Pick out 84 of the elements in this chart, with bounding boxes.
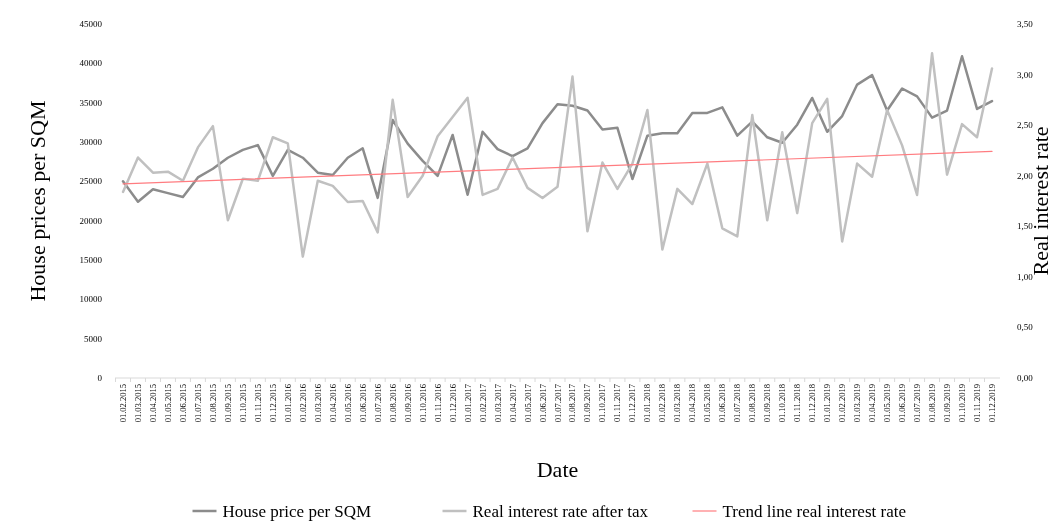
x-tick-label: 01.01.2016 [282,384,293,423]
x-tick-label: 01.09.2015 [222,384,233,423]
x-tick-label: 01.03.2016 [312,384,323,423]
x-tick-label: 01.02.2015 [118,384,128,423]
y-tick-label: 30000 [79,137,103,147]
x-tick-label: 01.11.2016 [432,384,443,422]
y2-tick-label: 2,50 [1017,120,1034,131]
x-tick-label: 01.08.2015 [207,384,218,423]
x-tick-label: 01.12.2017 [627,384,638,423]
x-tick-label: 01.04.2016 [327,384,338,423]
x-tick-label: 01.02.2019 [837,384,848,423]
y2-tick-label: 0,50 [1017,322,1034,333]
x-tick-label: 01.05.2016 [342,384,353,423]
legend-label: House price per SQM [222,502,372,521]
y2-tick-label: 3,00 [1017,69,1034,80]
x-tick-label: 01.08.2016 [387,384,398,423]
x-tick-label: 01.10.2015 [237,384,248,423]
x-tick-label: 01.02.2017 [477,384,488,423]
y-axis-title: House prices per SQM [25,100,50,302]
x-tick-label: 01.06.2015 [177,384,188,423]
x-tick-label: 01.01.2018 [642,384,653,423]
x-tick-label: 01.12.2015 [267,384,278,423]
x-tick-label: 01.12.2016 [447,384,458,423]
x-tick-label: 01.05.2015 [162,384,173,423]
legend-label: Trend line real interest rate [722,502,906,521]
x-tick-label: 01.03.2018 [672,384,683,423]
x-tick-label: 01.10.2019 [957,384,968,423]
x-tick-label: 01.04.2015 [147,384,158,423]
x-tick-label: 01.12.2018 [807,384,818,423]
x-tick-label: 01.06.2017 [537,384,548,423]
legend-label: Real interest rate after tax [472,502,649,521]
x-tick-label: 01.10.2016 [417,384,428,423]
x-tick-label: 01.11.2017 [612,384,623,422]
y-tick-label: 10000 [79,294,103,305]
x-tick-label: 01.05.2019 [882,384,893,423]
x-tick-label: 01.08.2018 [747,384,758,423]
x-tick-label: 01.07.2015 [192,384,203,423]
x-tick-label: 01.06.2018 [717,384,728,423]
y-tick-label: 20000 [79,215,103,226]
y2-tick-label: 3,50 [1017,19,1034,29]
x-tick-label: 01.04.2018 [687,384,698,423]
y2-tick-label: 1,50 [1017,221,1034,232]
x-tick-label: 01.09.2016 [402,384,413,423]
x-tick-label: 01.11.2018 [792,384,803,422]
x-tick-label: 01.06.2016 [357,384,368,423]
x-tick-label: 01.07.2016 [372,384,383,423]
y-tick-label: 25000 [79,176,103,187]
x-tick-label: 01.07.2017 [552,384,563,423]
y-tick-label: 35000 [79,97,103,108]
x-tick-label: 01.02.2018 [657,384,668,423]
y2-tick-label: 2,00 [1017,170,1034,181]
x-tick-label: 01.09.2017 [582,384,593,423]
y-tick-label: 0 [97,373,103,383]
x-tick-label: 01.04.2017 [507,384,518,423]
x-tick-label: 01.03.2017 [492,384,503,423]
y-tick-label: 5000 [84,333,103,344]
x-tick-label: 01.08.2019 [927,384,938,423]
x-tick-label: 01.04.2019 [867,384,878,423]
y-tick-label: 45000 [79,19,103,29]
line-series [121,55,994,204]
x-tick-label: 01.11.2015 [252,384,263,422]
x-tick-label: 01.12.2019 [987,384,997,423]
y2-tick-label: 0,00 [1017,373,1034,383]
x-tick-label: 01.08.2017 [567,384,578,423]
x-tick-label: 01.05.2017 [522,384,533,423]
y2-tick-label: 1,00 [1017,271,1034,282]
x-tick-label: 01.10.2017 [597,384,608,423]
y-tick-label: 40000 [79,58,103,69]
x-tick-label: 01.01.2019 [822,384,833,423]
x-tick-label: 01.02.2016 [297,384,308,423]
x-tick-label: 01.09.2018 [762,384,773,423]
y-tick-label: 15000 [79,255,103,265]
line-series [121,52,994,258]
x-tick-label: 01.11.2019 [972,384,983,422]
x-tick-label: 01.07.2019 [912,384,923,423]
x-tick-label: 01.10.2018 [777,384,788,423]
x-tick-label: 01.07.2018 [732,384,743,423]
x-tick-label: 01.03.2019 [852,384,863,423]
x-tick-label: 01.09.2019 [942,384,953,423]
x-tick-label: 01.01.2017 [462,384,473,423]
x-tick-label: 01.05.2018 [702,384,713,423]
x-axis-title: Date [536,457,579,482]
x-tick-label: 01.03.2015 [132,384,143,423]
x-tick-label: 01.06.2019 [897,384,908,423]
